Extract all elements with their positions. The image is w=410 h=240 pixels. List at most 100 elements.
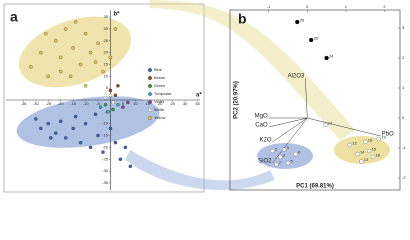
point [53, 131, 58, 135]
legend-swatch [148, 100, 152, 104]
yellow-cluster [334, 136, 390, 164]
point [101, 69, 105, 74]
point-label: 25 [300, 18, 305, 23]
y-tick-label: -2 [402, 175, 406, 180]
x-axis-label: a* [196, 93, 202, 99]
point-label: 18 [375, 153, 380, 158]
y-tick-label: -1 [402, 145, 406, 150]
y-tick-label: 25 [104, 38, 109, 43]
point-label: 12 [352, 141, 357, 146]
point [53, 39, 58, 43]
point [308, 37, 314, 43]
legend-label: White [154, 107, 165, 112]
panel-label: a [10, 9, 18, 25]
point-label: 14 [360, 150, 365, 155]
point [71, 126, 75, 131]
point [68, 74, 73, 79]
point [83, 31, 88, 36]
x-axis-label: PC1 (69.81%) [296, 184, 334, 190]
point [101, 150, 105, 154]
point [96, 133, 100, 138]
point [363, 139, 368, 145]
point-label: 2 [275, 147, 278, 152]
x-tick-label: 0 [306, 4, 309, 9]
x-tick-label: 35 [195, 101, 200, 106]
point [111, 100, 115, 105]
point [128, 164, 133, 169]
point-label: 13 [364, 157, 369, 162]
y-tick-label: 0 [402, 115, 405, 120]
point [73, 20, 78, 24]
point [58, 119, 63, 124]
point [359, 159, 364, 164]
point [116, 102, 120, 107]
yellow-ribbon [150, 0, 355, 140]
y-tick-label: -25 [102, 156, 109, 161]
point [93, 112, 98, 116]
x-tick-label: -35 [21, 101, 28, 106]
point [63, 136, 68, 140]
legend-label: Violet [154, 99, 165, 104]
point [113, 140, 118, 145]
x-tick-label: 10 [133, 101, 138, 106]
point [71, 46, 75, 50]
point-label: 26 [314, 36, 319, 41]
x-tick-label: 2 [383, 4, 386, 9]
x-tick-label: -1 [267, 4, 271, 9]
plot-frame [229, 9, 401, 191]
legend-label: Turquoise [154, 91, 172, 96]
legend-label: Brown [154, 75, 165, 80]
plots: -35 -30 -25 -20 -15 -10 -5 5 10 15 20 25 30 353530252… [6, 4, 406, 191]
point [108, 55, 113, 60]
legend-swatch [148, 84, 152, 88]
point-label: 5 [290, 159, 293, 164]
legend-swatch [148, 76, 152, 80]
point [83, 84, 88, 88]
point [116, 84, 120, 88]
point-label: 3 [283, 153, 286, 158]
y-tick-label: 15 [104, 62, 109, 67]
point [126, 100, 130, 105]
legend-label: Yellow [154, 115, 166, 120]
x-tick-label: -10 [83, 101, 90, 106]
y-tick-label: 20 [104, 50, 109, 55]
point-label: 19 [381, 135, 386, 140]
point [324, 55, 329, 61]
point [113, 93, 118, 98]
figure: -35 -30 -25 -20 -15 -10 -5 5 10 15 20 25 30 353530252… [3, 0, 407, 193]
y-tick-label: -15 [102, 133, 109, 138]
y-tick-label: -30 [102, 168, 109, 173]
loading-label: PbO [382, 132, 394, 138]
loading-vector [305, 78, 308, 119]
point [78, 140, 83, 145]
point [278, 154, 283, 160]
y-tick-label: 5 [106, 85, 109, 90]
y-tick-label: 10 [104, 73, 109, 78]
point [370, 154, 376, 160]
x-tick-label: 1 [345, 4, 348, 9]
x-tick-label: -25 [45, 101, 52, 106]
point [106, 110, 110, 114]
loading-vector [272, 117, 308, 143]
point [49, 136, 53, 140]
point [39, 126, 43, 131]
point [270, 148, 275, 154]
point [121, 105, 125, 109]
point-label: 15 [372, 147, 377, 152]
x-tick-label: -15 [70, 101, 77, 106]
x-tick-label: 15 [146, 101, 151, 106]
x-tick-label: -30 [33, 101, 40, 106]
point [34, 117, 38, 121]
legend-swatch [148, 68, 152, 72]
point [96, 41, 100, 45]
point [83, 121, 88, 126]
y-tick-label: 3 [402, 25, 405, 30]
point [295, 19, 300, 25]
loading-vector [268, 117, 308, 128]
point [355, 151, 360, 157]
x-tick-label: 5 [122, 101, 125, 106]
point [88, 145, 93, 150]
point [293, 151, 298, 157]
point-label: 9 [287, 145, 290, 150]
point [46, 74, 51, 79]
